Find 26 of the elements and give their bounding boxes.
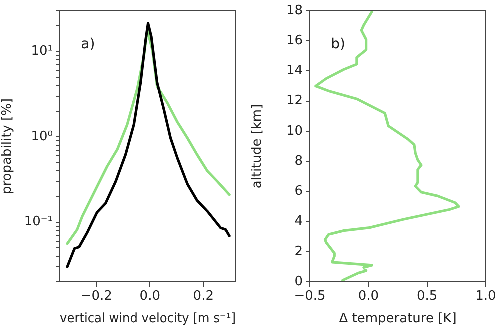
- annotation: b): [331, 36, 346, 53]
- y-tick-label: 12: [286, 94, 303, 109]
- y-axis-title: altitude [km]: [250, 104, 266, 189]
- x-tick-label: 1.0: [476, 289, 496, 304]
- x-tick-label: −0.2: [80, 289, 112, 304]
- y-tick-label: 10: [286, 124, 303, 139]
- y-tick-label: 10¹: [31, 44, 53, 60]
- y-tick-label: 2: [294, 244, 303, 260]
- y-tick-label: 4: [294, 214, 303, 230]
- y-tick-label: 10⁻¹: [24, 214, 53, 230]
- y-tick-label: 16: [286, 33, 303, 48]
- x-tick-label: 0.0: [358, 289, 380, 304]
- y-tick-label: 8: [294, 154, 303, 169]
- x-tick-label: 0.2: [193, 289, 214, 304]
- y-tick-label: 6: [294, 184, 303, 200]
- y-axis-title: propability [%]: [0, 98, 16, 194]
- x-tick-label: −0.5: [294, 289, 326, 304]
- y-tick-label: 10⁰: [31, 129, 53, 144]
- y-tick-label: 0: [294, 274, 303, 290]
- x-axis-title: Δ temperature [K]: [339, 312, 457, 327]
- x-tick-label: 0.5: [416, 289, 438, 304]
- annotation: a): [81, 36, 96, 53]
- y-tick-label: 18: [286, 3, 303, 18]
- x-tick-label: 0.0: [140, 289, 160, 304]
- x-axis-title: vertical wind velocity [m s⁻¹]: [60, 310, 236, 326]
- y-tick-label: 14: [286, 64, 303, 79]
